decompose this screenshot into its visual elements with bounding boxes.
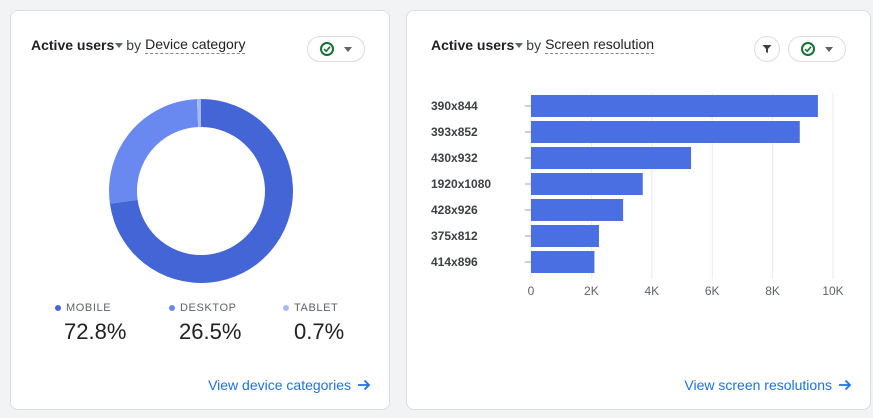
donut-slice-desktop[interactable] [109,99,199,204]
check-circle-icon [801,42,815,56]
category-label-1920x1080: 1920x1080 [431,177,491,191]
metric-caret-icon[interactable] [115,42,124,48]
legend-item-mobile: MOBILE 72.8% [55,302,126,345]
status-dropdown-button[interactable] [307,36,365,62]
x-tick-label: 10K [822,284,843,298]
device-donut-chart [109,99,293,283]
bar-430x932[interactable] [531,147,692,169]
bar-393x852[interactable] [531,121,800,143]
resolution-bar-chart: 390x844 393x852 430x932 1920x1080 428x926 375… [431,93,844,298]
legend-item-tablet: TABLET 0.7% [283,302,344,345]
resolution-card-title: Active users by Screen resolution [431,36,655,54]
legend-label-mobile: MOBILE [66,302,112,314]
view-screen-resolutions-label: View screen resolutions [684,377,832,393]
legend-value-desktop: 26.5% [179,319,242,344]
metric-caret-icon[interactable] [515,42,524,48]
filter-icon [762,45,772,53]
chevron-down-icon [825,46,833,52]
legend-dot-tablet [283,305,289,311]
legend-value-tablet: 0.7% [294,319,345,344]
legend-value-mobile: 72.8% [64,319,127,344]
legend-label-tablet: TABLET [294,302,339,314]
x-tick-label: 6K [705,284,720,298]
bar-428x926[interactable] [531,199,624,221]
x-tick-label: 4K [644,284,659,298]
bar-414x896[interactable] [531,251,595,273]
chevron-down-icon [344,46,352,52]
category-label-430x932: 430x932 [431,151,478,165]
category-label-375x812: 375x812 [431,229,478,243]
donut-slice-mobile[interactable] [109,99,293,283]
device-card-title: Active users by Device category [31,36,246,54]
metric-selector[interactable]: Active users [31,37,115,53]
x-tick-label: 0 [528,284,535,298]
dimension-selector[interactable]: Device category [145,36,246,54]
device-category-card: Active users by Device category MOBILE 7… [10,10,390,410]
view-device-categories-link[interactable]: View device categories [208,377,371,393]
legend-label-desktop: DESKTOP [180,302,237,314]
category-label-393x852: 393x852 [431,125,478,139]
x-tick-label: 2K [584,284,599,298]
legend-dot-desktop [169,305,175,311]
status-dropdown-button[interactable] [788,36,846,62]
legend-dot-mobile [55,305,61,311]
x-tick-label: 8K [765,284,780,298]
category-label-414x896: 414x896 [431,255,478,269]
metric-selector[interactable]: Active users [431,37,515,53]
arrow-right-icon [358,379,371,391]
category-label-390x844: 390x844 [431,99,478,113]
by-text: by [526,37,542,53]
arrow-right-icon [839,379,852,391]
bar-375x812[interactable] [531,225,599,247]
category-label-428x926: 428x926 [431,203,478,217]
check-circle-icon [320,42,334,56]
filter-button[interactable] [754,36,780,62]
screen-resolution-card: Active users by Screen resolution 390x84… [406,10,871,410]
view-device-categories-label: View device categories [208,377,351,393]
by-text: by [126,37,142,53]
legend-item-desktop: DESKTOP 26.5% [169,302,241,345]
view-screen-resolutions-link[interactable]: View screen resolutions [684,377,852,393]
bar-1920x1080[interactable] [531,173,643,195]
bar-390x844[interactable] [531,95,818,117]
dimension-selector[interactable]: Screen resolution [545,36,655,54]
donut-slice-tablet[interactable] [196,99,201,128]
